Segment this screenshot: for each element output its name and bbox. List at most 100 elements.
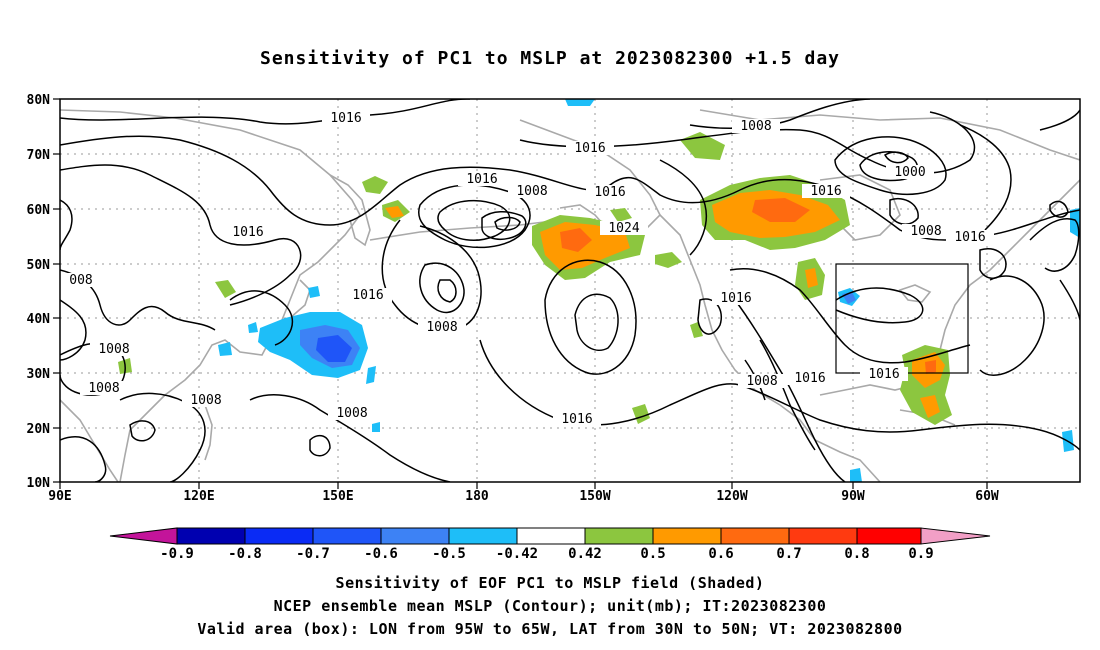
svg-text:1008: 1008 (98, 342, 129, 357)
contour-label: 1016 (946, 230, 994, 245)
colorbar-cell (244, 527, 314, 545)
svg-text:1008: 1008 (516, 184, 547, 199)
svg-text:1008: 1008 (746, 374, 777, 389)
contour-label: 1008 (80, 381, 128, 396)
colorbar-label: -0.9 (160, 546, 194, 562)
colorbar: -0.9 -0.8 -0.7 -0.6 -0.5 -0.42 0.42 0.5 … (109, 527, 991, 562)
contour-label: 1016 (344, 288, 392, 303)
coast-aleutians (369, 219, 561, 241)
axis-ticks (53, 98, 988, 489)
lat-label: 60N (27, 203, 51, 218)
svg-text:1016: 1016 (232, 225, 263, 240)
coast-philippines (204, 404, 213, 461)
coast-asia (60, 109, 361, 482)
contour-label: 1008 (182, 393, 230, 408)
lon-label: 180 (465, 489, 489, 504)
colorbar-cell (652, 527, 722, 545)
contour-label: 1016 (712, 291, 760, 306)
svg-text:1016: 1016 (466, 172, 497, 187)
svg-text:1008: 1008 (740, 119, 771, 134)
contour-label: 1016 (224, 225, 272, 240)
svg-text:1008: 1008 (336, 406, 367, 421)
svg-text:1008: 1008 (190, 393, 221, 408)
contour-label: 1000 (886, 165, 934, 180)
contour-label: 1008 (732, 119, 780, 134)
colorbar-label: -0.6 (364, 546, 398, 562)
colorbar-cell (516, 527, 586, 545)
svg-text:1016: 1016 (330, 111, 361, 126)
contour-label: 1008 (90, 342, 138, 357)
footer-line-2: NCEP ensemble mean MSLP (Contour); unit(… (273, 597, 827, 615)
svg-text:1016: 1016 (352, 288, 383, 303)
colorbar-cell (380, 527, 450, 545)
lat-label: 20N (27, 422, 51, 437)
contour-label: 1016 (802, 184, 850, 199)
coast-hudson (819, 174, 901, 241)
footer-line-3: Valid area (box): LON from 95W to 65W, L… (197, 620, 903, 638)
lat-labels: 80N 70N 60N 50N 40N 30N 20N 10N (27, 93, 51, 491)
colorbar-cell (720, 527, 790, 545)
contour-label: 1008 (508, 184, 556, 199)
colorbar-cell (312, 527, 382, 545)
colorbar-cell (788, 527, 858, 545)
lat-label: 80N (27, 93, 51, 108)
svg-text:1016: 1016 (954, 230, 985, 245)
contour-label: 1024 (600, 221, 648, 236)
colorbar-label: -0.42 (496, 546, 538, 562)
lat-label: 40N (27, 312, 51, 327)
lat-label: 10N (27, 476, 51, 491)
svg-text:1016: 1016 (810, 184, 841, 199)
colorbar-label: 0.8 (844, 546, 869, 562)
colorbar-label: -0.7 (296, 546, 330, 562)
colorbar-label: -0.5 (432, 546, 466, 562)
svg-text:1000: 1000 (894, 165, 925, 180)
colorbar-label: 0.42 (568, 546, 602, 562)
contour-label: 1016 (860, 367, 908, 382)
contour-label: 1016 (458, 172, 506, 187)
lon-label: 120W (716, 489, 747, 504)
svg-text:1008: 1008 (910, 224, 941, 239)
svg-text:1016: 1016 (594, 185, 625, 200)
negative-strong-shading (316, 335, 352, 362)
contour-label: 1008 (418, 320, 466, 335)
coast-mexico (779, 404, 881, 482)
contour-label: 1008 (328, 406, 376, 421)
svg-text:1016: 1016 (868, 367, 899, 382)
svg-text:1016: 1016 (720, 291, 751, 306)
colorbar-cells (176, 527, 922, 545)
colorbar-label: 0.6 (708, 546, 733, 562)
coast-canada-west (659, 214, 706, 306)
colorbar-cell (448, 527, 518, 545)
contour-labels: 1016 1016 1008 1016 1008 1016 1000 1008 … (62, 110, 994, 427)
colorbar-cell (584, 527, 654, 545)
contour-label: 1016 (322, 110, 370, 126)
grid-lines (60, 99, 1080, 482)
colorbar-label: -0.8 (228, 546, 262, 562)
contour-label: 1008 (738, 374, 786, 389)
contour-label: 1008 (902, 224, 950, 239)
lon-label: 150E (322, 489, 353, 504)
coast-canada-east (989, 179, 1080, 271)
lon-label: 60W (975, 489, 999, 504)
positive-strong-shading (560, 198, 936, 374)
contour-label: 1016 (786, 371, 834, 386)
lat-label: 70N (27, 148, 51, 163)
colorbar-low-arrow (109, 527, 178, 545)
colorbar-label: 0.7 (776, 546, 801, 562)
colorbar-high-arrow (920, 527, 991, 545)
lon-label: 90W (841, 489, 865, 504)
contour-label: 1016 (566, 141, 614, 156)
chart-title: Sensitivity of PC1 to MSLP at 2023082300… (259, 48, 840, 69)
svg-text:1016: 1016 (574, 141, 605, 156)
svg-text:1016: 1016 (561, 412, 592, 427)
contour-label: 008 (62, 273, 100, 288)
plot-frame (59, 98, 1081, 483)
sensitivity-shading (118, 99, 1080, 482)
footer-line-1: Sensitivity of EOF PC1 to MSLP field (Sh… (335, 574, 765, 592)
lon-label: 120E (183, 489, 214, 504)
svg-text:1016: 1016 (794, 371, 825, 386)
contour-label: 1016 (553, 412, 601, 427)
contour-label: 1016 (586, 185, 634, 200)
positive-moderate-shading (385, 190, 945, 418)
